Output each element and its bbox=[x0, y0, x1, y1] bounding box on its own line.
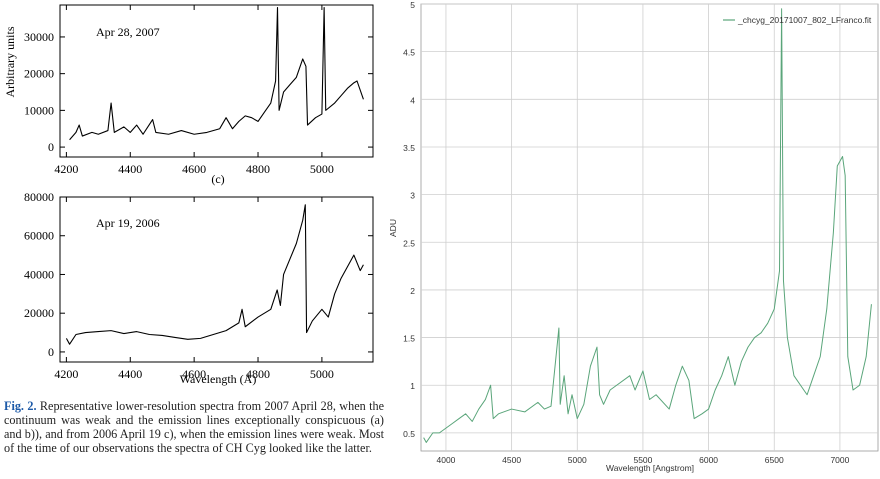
y-axis-label: Arbitrary units bbox=[3, 26, 17, 97]
y-tick-label: 20000 bbox=[24, 306, 54, 320]
y-tick-label: 40000 bbox=[24, 267, 54, 281]
x-tick-label: 6500 bbox=[765, 455, 784, 465]
y-tick-label: 0 bbox=[48, 345, 54, 359]
y-tick-label: 4 bbox=[410, 95, 415, 105]
chart-panel: 0 20000 40000 60000 80000 4200 4400 4600 4800 500… bbox=[24, 190, 334, 386]
y-tick-label: 80000 bbox=[24, 190, 54, 204]
x-tick-label: 4400 bbox=[118, 162, 142, 176]
x-tick-label: 4600 bbox=[182, 162, 206, 176]
x-tick-label: 5000 bbox=[310, 162, 334, 176]
x-axis-label: Wavelength (Å) bbox=[180, 372, 257, 386]
x-tick-label: 5000 bbox=[568, 455, 587, 465]
caption-label: Fig. 2. bbox=[4, 399, 37, 413]
x-tick-label: 4800 bbox=[246, 367, 270, 381]
plot-area bbox=[420, 3, 879, 452]
y-tick-label: 1.5 bbox=[403, 334, 415, 344]
y-tick-label: 5 bbox=[410, 0, 415, 10]
spectrum-line bbox=[423, 8, 872, 443]
x-tick-label: 4200 bbox=[54, 367, 78, 381]
x-tick-label: 4600 bbox=[182, 367, 206, 381]
y-tick-label: 3.5 bbox=[403, 143, 415, 153]
panel-label: (c) bbox=[211, 172, 224, 186]
caption: Fig. 2. Representative lower-resolution … bbox=[4, 399, 384, 455]
y-tick-label: 2 bbox=[410, 286, 415, 296]
plot-frame bbox=[59, 196, 374, 363]
plot-frame bbox=[59, 4, 374, 158]
y-tick-label: 2.5 bbox=[403, 238, 415, 248]
x-tick-label: 4200 bbox=[54, 162, 78, 176]
y-tick-label: 4.5 bbox=[403, 48, 415, 58]
x-tick-label: 5500 bbox=[633, 455, 652, 465]
spectrum-line bbox=[65, 204, 364, 345]
y-tick-label: 30000 bbox=[24, 30, 54, 44]
y-axis-label: ADU bbox=[388, 219, 398, 237]
y-tick-label: 0.5 bbox=[403, 429, 415, 439]
spectrum-line bbox=[69, 7, 364, 141]
x-tick-label: 4500 bbox=[502, 455, 521, 465]
x-tick-label: 4400 bbox=[118, 367, 142, 381]
y-tick-label: 60000 bbox=[24, 229, 54, 243]
y-tick-label: 0 bbox=[48, 140, 54, 154]
chart-panel: 0.5 1 1.5 2 2.5 3 3.5 4 4.5 5 4000 4500 5000 5500 6000… bbox=[388, 0, 850, 473]
x-tick-label: 4800 bbox=[246, 162, 270, 176]
legend-label: _chcyg_20171007_802_LFranco.fit bbox=[737, 15, 872, 25]
x-axis-label: Wavelength [Angstrom] bbox=[606, 463, 694, 473]
y-tick-label: 20000 bbox=[24, 67, 54, 81]
y-tick-label: 3 bbox=[410, 191, 415, 201]
x-tick-label: 4000 bbox=[436, 455, 455, 465]
x-tick-label: 5000 bbox=[310, 367, 334, 381]
caption-text: Representative lower-resolution spectra … bbox=[4, 399, 384, 455]
annotation: Apr 19, 2006 bbox=[96, 216, 160, 230]
y-tick-label: 1 bbox=[410, 381, 415, 391]
chart-panel: 0 10000 20000 30000 4200 4400 4600 4800 5000 Apr … bbox=[3, 25, 334, 186]
y-tick-label: 10000 bbox=[24, 103, 54, 117]
x-tick-label: 6000 bbox=[699, 455, 718, 465]
x-tick-label: 7000 bbox=[830, 455, 849, 465]
annotation: Apr 28, 2007 bbox=[96, 25, 160, 39]
